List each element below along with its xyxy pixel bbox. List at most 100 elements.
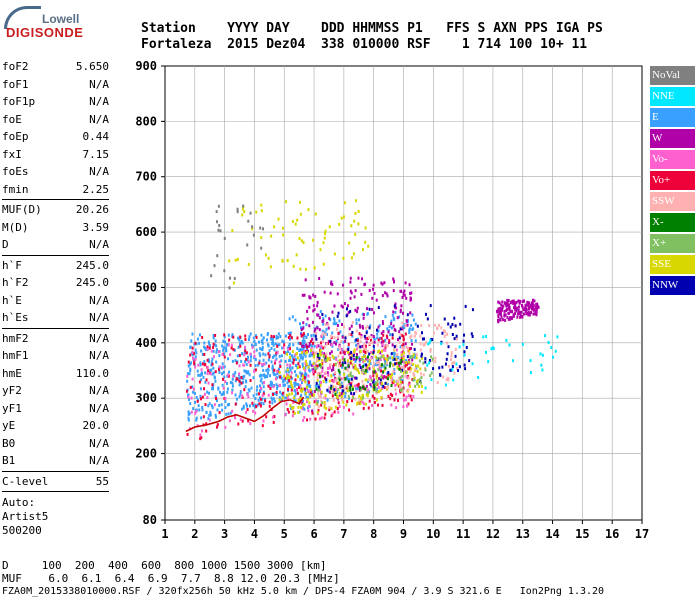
echo-point	[403, 351, 406, 355]
echo-point	[285, 402, 288, 406]
echo-point	[222, 346, 225, 350]
echo-point	[314, 294, 317, 298]
echo-point	[317, 391, 320, 395]
echo-point	[318, 356, 321, 360]
echo-point	[295, 363, 298, 367]
echo-point	[430, 371, 433, 375]
echo-point	[197, 373, 200, 377]
x-tick-label: 16	[605, 527, 619, 541]
echo-point	[386, 383, 389, 387]
echo-point	[199, 361, 202, 365]
echo-point	[254, 358, 257, 362]
echo-point	[248, 373, 251, 377]
echo-point	[259, 354, 262, 358]
echo-point	[246, 404, 249, 408]
echo-point	[312, 309, 315, 313]
echo-point	[520, 314, 523, 318]
echo-point	[379, 388, 382, 392]
echo-point	[287, 331, 290, 335]
echo-point	[218, 411, 221, 415]
echo-point	[362, 316, 365, 320]
echo-point	[393, 345, 396, 349]
echo-point	[318, 316, 321, 320]
echo-point	[334, 391, 337, 395]
echo-point	[358, 399, 361, 403]
echo-point	[360, 397, 363, 401]
echo-point	[459, 322, 462, 326]
echo-point	[265, 361, 268, 365]
echo-point	[243, 374, 246, 378]
echo-point	[281, 339, 284, 343]
echo-point	[348, 327, 351, 331]
param-value: 2.25	[82, 182, 110, 196]
echo-point	[196, 399, 199, 403]
echo-point	[234, 258, 237, 262]
echo-point	[386, 294, 389, 298]
echo-point	[352, 362, 355, 366]
echo-point	[465, 346, 468, 350]
echo-point	[361, 344, 364, 348]
echo-point	[303, 352, 306, 356]
echo-point	[257, 363, 260, 367]
echo-point	[332, 365, 335, 369]
echo-point	[271, 384, 274, 388]
echo-point	[395, 344, 398, 348]
echo-point	[333, 388, 336, 392]
echo-point	[229, 380, 232, 384]
echo-point	[410, 367, 413, 371]
echo-point	[406, 376, 409, 380]
echo-point	[375, 389, 378, 393]
param-label: yF1	[2, 401, 22, 415]
echo-point	[330, 282, 333, 286]
echo-point	[360, 333, 363, 337]
echo-point	[319, 349, 322, 353]
echo-point	[322, 379, 325, 383]
echo-point	[312, 333, 315, 337]
echo-point	[438, 373, 441, 377]
echo-point	[385, 375, 388, 379]
echo-point	[199, 387, 202, 391]
echo-point	[532, 312, 535, 316]
echo-point	[200, 416, 203, 420]
echo-point	[402, 311, 405, 315]
echo-point	[400, 359, 403, 363]
echo-point	[411, 358, 414, 362]
y-tick-label: 500	[135, 280, 157, 294]
echo-point	[272, 415, 275, 419]
echo-point	[373, 370, 376, 374]
echo-point	[376, 387, 379, 391]
echo-point	[205, 410, 208, 414]
echo-point	[378, 349, 381, 353]
echo-point	[367, 388, 370, 392]
echo-point	[410, 361, 413, 365]
echo-point	[342, 389, 345, 393]
echo-point	[404, 332, 407, 336]
param-value: 5.650	[75, 60, 109, 73]
echo-point	[262, 336, 265, 340]
echo-point	[533, 312, 536, 316]
echo-point	[348, 352, 351, 356]
echo-point	[390, 384, 393, 388]
echo-point	[420, 324, 423, 328]
echo-point	[235, 361, 238, 365]
echo-point	[360, 292, 363, 296]
echo-point	[190, 410, 193, 414]
echo-point	[311, 320, 314, 324]
echo-point	[288, 359, 291, 363]
echo-point	[402, 293, 405, 297]
echo-point	[255, 348, 258, 352]
echo-point	[305, 345, 308, 349]
echo-point	[229, 353, 232, 357]
echo-point	[337, 381, 340, 385]
echo-point	[271, 401, 274, 405]
echo-point	[302, 347, 305, 351]
echo-point	[347, 342, 350, 346]
echo-point	[443, 317, 446, 321]
echo-point	[337, 354, 340, 358]
echo-point	[232, 335, 235, 339]
echo-point	[352, 353, 355, 357]
echo-point	[304, 368, 307, 372]
echo-point	[362, 359, 365, 363]
echo-point	[328, 405, 331, 409]
echo-point	[429, 349, 432, 353]
